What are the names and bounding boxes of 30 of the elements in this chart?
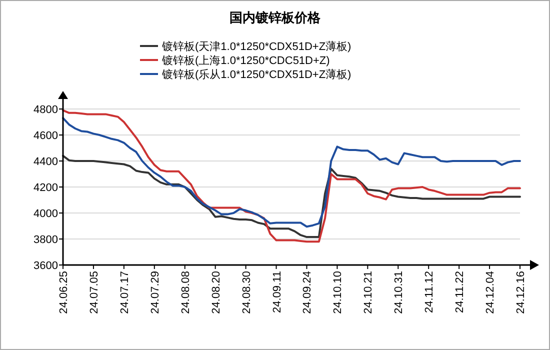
x-tick-label: 24.07.29 bbox=[149, 271, 162, 314]
legend-label: 镀锌板(天津1.0*1250*CDX51D+Z薄板) bbox=[161, 40, 352, 53]
x-tick-label: 24.10.21 bbox=[362, 271, 375, 314]
x-tick-label: 24.09.11 bbox=[271, 271, 284, 314]
legend-label: 镀锌板(乐从1.0*1250*CDX51D+Z薄板) bbox=[161, 68, 352, 81]
x-tick-label: 24.08.30 bbox=[240, 271, 253, 314]
line-series bbox=[62, 109, 521, 243]
x-tick-label: 24.08.20 bbox=[210, 271, 222, 314]
x-tick-label: 24.06.25 bbox=[58, 271, 70, 314]
x-tick-label: 24.10.10 bbox=[332, 271, 344, 314]
line-series bbox=[62, 117, 521, 228]
y-tick-label: 4800 bbox=[34, 104, 58, 116]
chart-title: 国内镀锌板价格 bbox=[230, 10, 322, 25]
x-tick-label: 24.07.05 bbox=[88, 271, 100, 314]
y-tick-label: 4400 bbox=[34, 156, 58, 168]
x-tick-label: 24.09.24 bbox=[302, 271, 314, 314]
y-tick-label: 3800 bbox=[34, 234, 58, 246]
y-tick-label: 4200 bbox=[34, 182, 58, 194]
x-tick-label: 24.11.22 bbox=[454, 271, 466, 314]
x-tick-label: 24.10.31 bbox=[393, 271, 406, 314]
x-tick-label: 24.12.16 bbox=[515, 271, 527, 314]
y-tick-label: 4000 bbox=[34, 208, 58, 220]
x-tick-label: 24.11.12 bbox=[424, 271, 436, 314]
y-tick-label: 3600 bbox=[34, 260, 58, 272]
x-tick-label: 24.12.04 bbox=[484, 271, 497, 314]
y-tick-label: 4600 bbox=[34, 130, 58, 142]
x-tick-label: 24.08.08 bbox=[180, 271, 192, 314]
legend-label: 镀锌板(上海1.0*1250*CDC51D+Z) bbox=[161, 54, 330, 67]
line-series bbox=[62, 154, 521, 238]
x-tick-label: 24.07.17 bbox=[118, 271, 131, 314]
